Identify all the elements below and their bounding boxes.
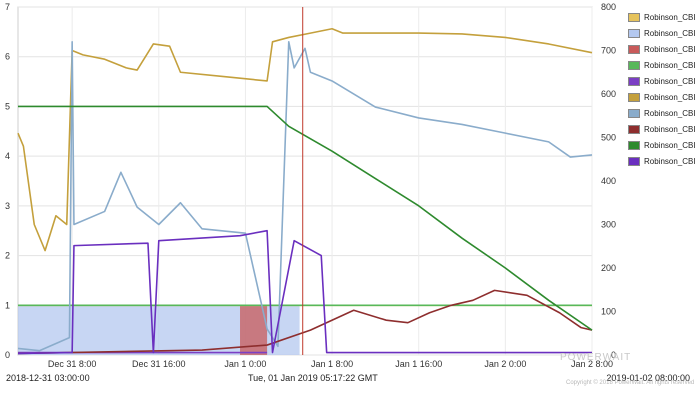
x-tick-label: Dec 31 16:00 bbox=[132, 359, 186, 369]
legend-item[interactable]: Robinson_CBI bbox=[628, 153, 700, 169]
x-tick-label: Jan 1 8:00 bbox=[311, 359, 353, 369]
legend-label: Robinson_CBI bbox=[644, 44, 696, 54]
legend-item[interactable]: Robinson_CBI bbox=[628, 57, 700, 73]
y-right-tick-label: 700 bbox=[601, 46, 616, 56]
series-7-line bbox=[17, 289, 593, 355]
legend-label: Robinson_CBI bbox=[644, 140, 696, 150]
legend-label: Robinson_CBI bbox=[644, 76, 696, 86]
legend-item[interactable]: Robinson_CBI bbox=[628, 25, 700, 41]
series-8-line bbox=[18, 105, 593, 331]
x-tick-label: Jan 1 16:00 bbox=[395, 359, 442, 369]
legend-swatch bbox=[628, 12, 640, 22]
legend-item[interactable]: Robinson_CBI bbox=[628, 41, 700, 57]
x-tick-label: Dec 31 8:00 bbox=[48, 359, 97, 369]
legend-item[interactable]: Robinson_CBI bbox=[628, 89, 700, 105]
cursor-time-label: Tue, 01 Jan 2019 05:17:22 GMT bbox=[248, 373, 378, 383]
series-5-line bbox=[17, 27, 593, 252]
legend-item[interactable]: Robinson_CBI bbox=[628, 9, 700, 25]
legend-label: Robinson_CBI bbox=[644, 28, 696, 38]
legend-label: Robinson_CBI bbox=[644, 92, 696, 102]
y-left-tick-label: 7 bbox=[5, 2, 10, 12]
legend-swatch bbox=[628, 108, 640, 118]
y-right-tick-label: 100 bbox=[601, 307, 616, 317]
y-right-tick-label: 600 bbox=[601, 89, 616, 99]
legend-item[interactable]: Robinson_CBI bbox=[628, 105, 700, 121]
legend-swatch bbox=[628, 156, 640, 166]
legend-label: Robinson_CBI bbox=[644, 108, 696, 118]
legend-label: Robinson_CBI bbox=[644, 60, 696, 70]
legend-label: Robinson_CBI bbox=[644, 12, 696, 22]
watermark-copyright: Copyright © 2018 PowerWait. All rights r… bbox=[566, 380, 695, 386]
y-right-tick-label: 0 bbox=[611, 350, 616, 360]
y-right-tick-label: 800 bbox=[601, 2, 616, 12]
legend-swatch bbox=[628, 28, 640, 38]
x-tick-label: Jan 1 0:00 bbox=[224, 359, 266, 369]
legend-item[interactable]: Robinson_CBI bbox=[628, 73, 700, 89]
legend-label: Robinson_CBI bbox=[644, 124, 696, 134]
series-9-line bbox=[17, 229, 592, 355]
y-right-tick-label: 500 bbox=[601, 133, 616, 143]
legend-swatch bbox=[628, 76, 640, 86]
x-tick-label: Jan 2 0:00 bbox=[484, 359, 526, 369]
series-2-area bbox=[240, 305, 268, 355]
y-right-tick-label: 200 bbox=[601, 263, 616, 273]
y-left-tick-label: 1 bbox=[5, 300, 10, 310]
legend-swatch bbox=[628, 44, 640, 54]
legend-swatch bbox=[628, 140, 640, 150]
series-1-area bbox=[18, 305, 300, 355]
y-right-tick-label: 300 bbox=[601, 220, 616, 230]
legend-swatch bbox=[628, 92, 640, 102]
y-right-tick-label: 400 bbox=[601, 176, 616, 186]
x-range-start-label: 2018-12-31 03:00:00 bbox=[6, 373, 90, 383]
x-range-end-label: 2019-01-02 08:00:00 bbox=[606, 373, 690, 383]
x-tick-label: Jan 2 8:00 bbox=[571, 359, 613, 369]
legend-item[interactable]: Robinson_CBI bbox=[628, 121, 700, 137]
plot-frame bbox=[17, 6, 593, 356]
y-left-tick-label: 6 bbox=[5, 52, 10, 62]
legend-swatch bbox=[628, 60, 640, 70]
y-left-tick-label: 4 bbox=[5, 151, 10, 161]
legend-label: Robinson_CBI bbox=[644, 156, 696, 166]
y-left-tick-label: 2 bbox=[5, 251, 10, 261]
y-left-tick-label: 0 bbox=[5, 350, 10, 360]
y-left-tick-label: 5 bbox=[5, 101, 10, 111]
legend-swatch bbox=[628, 124, 640, 134]
legend-item[interactable]: Robinson_CBI bbox=[628, 137, 700, 153]
y-left-tick-label: 3 bbox=[5, 201, 10, 211]
watermark-logo: POWERWAIT bbox=[560, 352, 632, 363]
legend: Robinson_CBI Robinson_CBI Robinson_CBI Robi… bbox=[628, 9, 700, 169]
